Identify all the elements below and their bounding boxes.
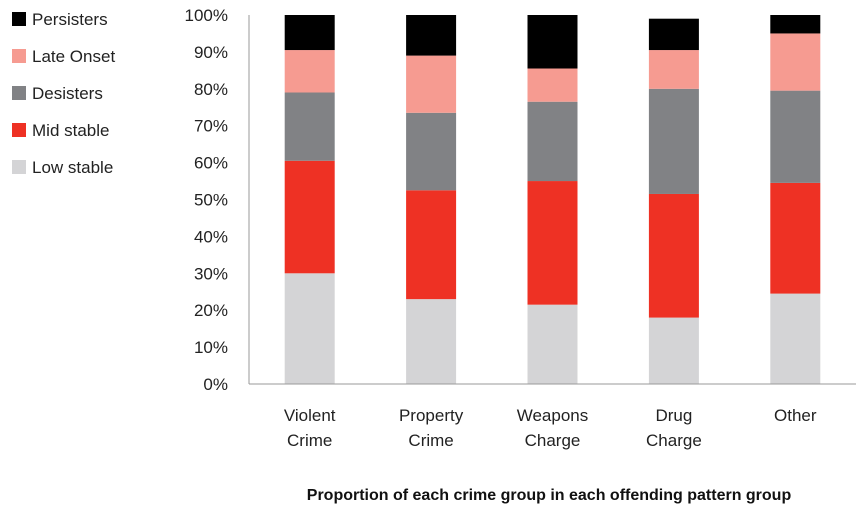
legend-item-low-stable: Low stable xyxy=(12,158,113,177)
bar-segment-mid-stable xyxy=(284,160,335,274)
x-axis: Violent Crime Property Crime Weapons Charge Dr… xyxy=(249,383,856,450)
legend-swatch xyxy=(12,160,26,174)
y-tick-label: 90% xyxy=(194,43,228,62)
bar-segment-low-stable xyxy=(648,317,699,384)
bar-segment-low-stable xyxy=(284,273,335,384)
x-tick-label: Crime xyxy=(287,431,332,450)
y-tick-label: 60% xyxy=(194,154,228,173)
bar-segment-late-onset xyxy=(284,50,335,93)
bar-segment-low-stable xyxy=(406,299,457,384)
bar-segment-desisters xyxy=(284,92,335,161)
legend-item-desisters: Desisters xyxy=(12,84,103,103)
legend-swatch xyxy=(12,86,26,100)
x-tick-label: Violent xyxy=(284,406,336,425)
bar-segment-late-onset xyxy=(406,55,457,113)
legend-label: Low stable xyxy=(32,158,113,177)
bar-segment-desisters xyxy=(406,112,457,191)
y-tick-label: 40% xyxy=(194,227,228,246)
bar-segment-desisters xyxy=(527,101,578,182)
bar-segment-late-onset xyxy=(527,68,578,102)
bar-segment-persisters xyxy=(527,15,578,69)
legend-swatch xyxy=(12,12,26,26)
x-tick-label: Weapons xyxy=(517,406,589,425)
legend-item-persisters: Persisters xyxy=(12,10,108,29)
bar-segment-late-onset xyxy=(648,50,699,89)
y-tick-label: 0% xyxy=(203,375,228,394)
bar-segment-desisters xyxy=(770,90,821,183)
legend-item-late-onset: Late Onset xyxy=(12,47,115,66)
y-tick-label: 100% xyxy=(185,6,228,25)
bar-segment-persisters xyxy=(770,15,821,34)
legend: Persisters Late Onset Desisters Mid stable L… xyxy=(12,10,115,177)
bar-segment-persisters xyxy=(406,15,457,56)
bar-segment-mid-stable xyxy=(527,181,578,305)
bar-segment-desisters xyxy=(648,88,699,194)
legend-label: Late Onset xyxy=(32,47,115,66)
bar-segment-mid-stable xyxy=(406,190,457,300)
x-tick-label: Drug xyxy=(655,406,692,425)
bar-segment-persisters xyxy=(284,15,335,51)
x-tick-label: Charge xyxy=(525,431,581,450)
bars xyxy=(284,15,821,384)
bar-segment-mid-stable xyxy=(770,182,821,294)
bar-segment-low-stable xyxy=(527,304,578,384)
y-axis: 0% 10% 20% 30% 40% 50% 60% 70% 80% 90% 100% xyxy=(185,6,250,394)
x-tick-label: Charge xyxy=(646,431,702,450)
legend-swatch xyxy=(12,49,26,63)
legend-swatch xyxy=(12,123,26,137)
x-tick-label: Property xyxy=(399,406,464,425)
legend-label: Mid stable xyxy=(32,121,109,140)
legend-item-mid-stable: Mid stable xyxy=(12,121,109,140)
x-tick-label: Crime xyxy=(408,431,453,450)
y-tick-label: 80% xyxy=(194,80,228,99)
y-tick-label: 10% xyxy=(194,338,228,357)
legend-label: Persisters xyxy=(32,10,108,29)
y-tick-label: 70% xyxy=(194,117,228,136)
y-tick-label: 50% xyxy=(194,191,228,210)
x-axis-title: Proportion of each crime group in each o… xyxy=(307,487,792,504)
bar-segment-mid-stable xyxy=(648,193,699,318)
bar-segment-late-onset xyxy=(770,33,821,91)
bar-segment-persisters xyxy=(648,18,699,51)
y-tick-label: 20% xyxy=(194,301,228,320)
legend-label: Desisters xyxy=(32,84,103,103)
x-tick-label: Other xyxy=(774,406,817,425)
bar-segment-low-stable xyxy=(770,293,821,384)
y-tick-label: 30% xyxy=(194,264,228,283)
